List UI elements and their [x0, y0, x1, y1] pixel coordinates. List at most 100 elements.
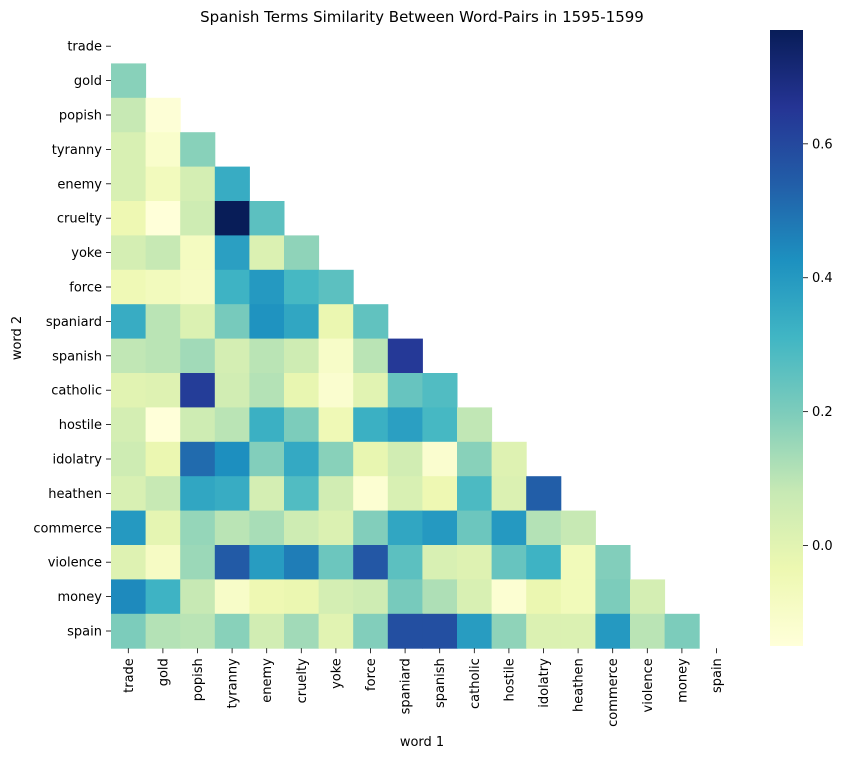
heatmap-cell-violence-spanish	[422, 545, 458, 580]
heatmap-cell-spanish-gold	[145, 338, 181, 374]
heatmap-cell-idolatry-gold	[145, 441, 181, 477]
colorbar-ticks: 0.0 0.2 0.4 0.6	[803, 137, 833, 554]
heatmap-cell-money-catholic	[457, 579, 493, 615]
y-tick-label-tyranny: tyranny	[52, 143, 103, 158]
heatmap-cell-money-trade	[111, 579, 147, 615]
heatmap-cell-spain-idolatry	[526, 613, 562, 649]
heatmap-cell-hostile-cruelty	[284, 407, 320, 443]
y-tick-label-popish: popish	[59, 109, 102, 124]
heatmap-cell-money-hostile	[491, 579, 527, 615]
heatmap-cell-heathen-enemy	[249, 476, 285, 512]
heatmap-cell-force-gold	[145, 269, 181, 305]
heatmap-cell-idolatry-catholic	[457, 441, 493, 477]
heatmap-cell-spain-catholic	[457, 613, 493, 649]
x-tick-label-yoke: yoke	[329, 658, 344, 689]
heatmap-cell-idolatry-yoke	[318, 441, 354, 477]
heatmap-cell-violence-spaniard	[387, 545, 423, 580]
x-tick-labels: trade gold popish tyranny enemy cruelty yoke fo…	[122, 648, 725, 727]
heatmap-cell-catholic-tyranny	[214, 373, 250, 408]
heatmap-cell-violence-gold	[145, 545, 181, 580]
colorbar-tick-label: 0.4	[812, 271, 833, 286]
heatmap-cell-violence-enemy	[249, 545, 285, 580]
x-tick-label-money: money	[675, 658, 690, 703]
heatmap-cell-money-gold	[145, 579, 181, 615]
x-tick-label-catholic: catholic	[468, 658, 483, 709]
y-tick-label-trade: trade	[67, 40, 102, 55]
heatmap-cell-yoke-popish	[180, 235, 216, 271]
heatmap-cell-catholic-popish	[180, 373, 216, 408]
heatmap-cell-violence-commerce	[595, 545, 631, 580]
heatmap-cell-commerce-spanish	[422, 510, 458, 546]
heatmap-cell-spanish-trade	[111, 338, 147, 374]
y-axis-label: word 2	[10, 316, 25, 360]
heatmap-cell-commerce-force	[353, 510, 389, 546]
heatmap-cell-commerce-catholic	[457, 510, 493, 546]
heatmap-cell-catholic-enemy	[249, 373, 285, 408]
heatmap-cell-spanish-popish	[180, 338, 216, 374]
heatmap-cell-commerce-enemy	[249, 510, 285, 546]
x-tick-label-heathen: heathen	[572, 658, 587, 712]
heatmap-cell-spaniard-tyranny	[214, 304, 250, 340]
heatmap-cell-spanish-yoke	[318, 338, 354, 374]
heatmap-cell-money-commerce	[595, 579, 631, 615]
y-tick-label-heathen: heathen	[48, 487, 102, 502]
y-tick-label-commerce: commerce	[33, 521, 102, 536]
heatmap-cell-enemy-gold	[145, 166, 181, 202]
heatmap-cell-spain-cruelty	[284, 613, 320, 649]
heatmap-cell-money-idolatry	[526, 579, 562, 615]
heatmap-cell-hostile-spaniard	[387, 407, 423, 443]
heatmap-cell-force-cruelty	[284, 269, 320, 305]
heatmap-cell-money-popish	[180, 579, 216, 615]
heatmap-cell-idolatry-trade	[111, 441, 147, 477]
heatmap-cell-spaniard-force	[353, 304, 389, 340]
heatmap-cell-yoke-cruelty	[284, 235, 320, 271]
heatmap-cell-force-trade	[111, 269, 147, 305]
heatmap-cell-commerce-heathen	[560, 510, 596, 546]
heatmap-cell-violence-trade	[111, 545, 147, 580]
heatmap-cell-spain-spaniard	[387, 613, 423, 649]
heatmap-cell-violence-hostile	[491, 545, 527, 580]
heatmap-cell-enemy-tyranny	[214, 166, 250, 202]
heatmap-cell-yoke-tyranny	[214, 235, 250, 271]
heatmap-cell-spain-violence	[630, 613, 666, 649]
y-tick-label-yoke: yoke	[71, 246, 102, 261]
heatmap-cell-violence-yoke	[318, 545, 354, 580]
heatmap-cell-spain-commerce	[595, 613, 631, 649]
heatmap-cell-hostile-catholic	[457, 407, 493, 443]
heatmap-cell-catholic-spanish	[422, 373, 458, 408]
heatmap-cell-idolatry-cruelty	[284, 441, 320, 477]
heatmap-cell-heathen-tyranny	[214, 476, 250, 512]
heatmap-cell-spanish-cruelty	[284, 338, 320, 374]
heatmap-cell-hostile-tyranny	[214, 407, 250, 443]
heatmap-cell-commerce-cruelty	[284, 510, 320, 546]
heatmap-cell-catholic-spaniard	[387, 373, 423, 408]
heatmap-cell-commerce-hostile	[491, 510, 527, 546]
heatmap-cell-catholic-trade	[111, 373, 147, 408]
heatmap-cell-idolatry-popish	[180, 441, 216, 477]
heatmap-cell-gold-trade	[111, 63, 147, 99]
x-tick-label-cruelty: cruelty	[295, 658, 310, 703]
heatmap-cell-spain-gold	[145, 613, 181, 649]
heatmap-cell-idolatry-spaniard	[387, 441, 423, 477]
heatmap-cell-hostile-gold	[145, 407, 181, 443]
heatmap-cell-cruelty-gold	[145, 201, 181, 236]
heatmap-cell-hostile-trade	[111, 407, 147, 443]
heatmap-cell-cruelty-tyranny	[214, 201, 250, 236]
heatmap-cell-heathen-popish	[180, 476, 216, 512]
heatmap-cell-spanish-force	[353, 338, 389, 374]
x-tick-label-idolatry: idolatry	[537, 658, 552, 708]
y-tick-label-spain: spain	[67, 625, 102, 640]
heatmap-cell-enemy-popish	[180, 166, 216, 202]
heatmap-cell-spaniard-popish	[180, 304, 216, 340]
y-tick-label-spaniard: spaniard	[46, 315, 102, 330]
x-tick-label-spaniard: spaniard	[399, 658, 414, 714]
heatmap-cell-violence-popish	[180, 545, 216, 580]
heatmap-cell-force-yoke	[318, 269, 354, 305]
chart-title: Spanish Terms Similarity Between Word-Pa…	[200, 8, 644, 26]
heatmap-cell-spain-force	[353, 613, 389, 649]
heatmap-cell-popish-trade	[111, 97, 147, 133]
x-tick-label-force: force	[364, 658, 379, 691]
heatmap-cell-hostile-spanish	[422, 407, 458, 443]
heatmap-cell-spain-popish	[180, 613, 216, 649]
heatmap-cell-idolatry-spanish	[422, 441, 458, 477]
